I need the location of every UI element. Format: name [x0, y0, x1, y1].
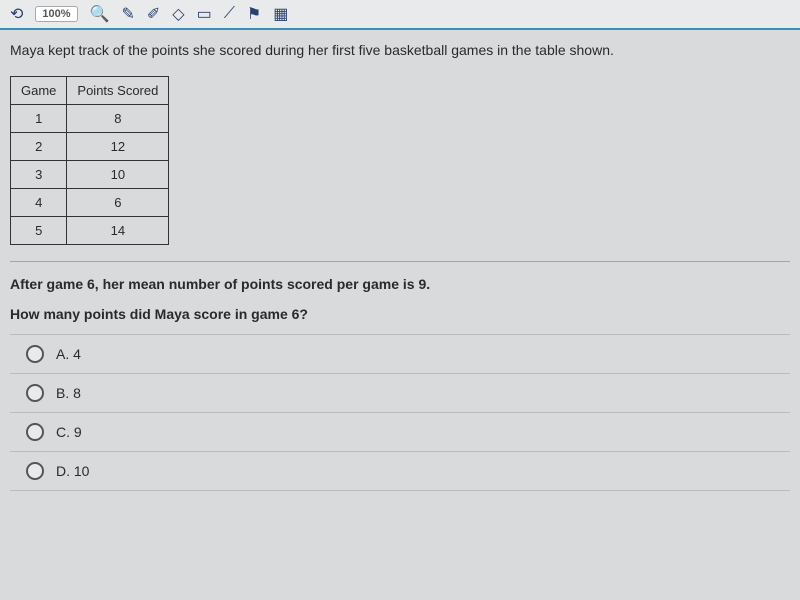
cell-points: 10	[67, 161, 169, 189]
pen-icon[interactable]: ✎	[121, 4, 134, 24]
cell-game: 4	[11, 189, 67, 217]
question-content: Maya kept track of the points she scored…	[0, 30, 800, 503]
cell-points: 14	[67, 217, 169, 245]
col-header-points: Points Scored	[67, 77, 169, 105]
option-b[interactable]: B. 8	[10, 374, 790, 413]
cell-game: 1	[11, 105, 67, 133]
table-row: 5 14	[11, 217, 169, 245]
radio-icon[interactable]	[26, 384, 44, 402]
option-d[interactable]: D. 10	[10, 452, 790, 491]
refresh-icon[interactable]: ⟲	[10, 4, 23, 24]
eraser-icon[interactable]: ◇	[172, 4, 184, 24]
option-label: A. 4	[56, 346, 81, 362]
cell-points: 8	[67, 105, 169, 133]
radio-icon[interactable]	[26, 423, 44, 441]
option-c[interactable]: C. 9	[10, 413, 790, 452]
highlighter-icon[interactable]: ✐	[147, 4, 160, 24]
option-a[interactable]: A. 4	[10, 335, 790, 374]
radio-icon[interactable]	[26, 345, 44, 363]
cell-points: 12	[67, 133, 169, 161]
cell-points: 6	[67, 189, 169, 217]
toolbar: ⟲ 100% 🔍 ✎ ✐ ◇ ▭ ⟋ ⚑ ▦	[0, 0, 800, 30]
table-row: 2 12	[11, 133, 169, 161]
option-label: C. 9	[56, 424, 82, 440]
points-table: Game Points Scored 1 8 2 12 3 10 4 6 5	[10, 76, 169, 245]
zoom-level[interactable]: 100%	[35, 6, 77, 22]
search-icon[interactable]: 🔍	[90, 4, 110, 24]
calculator-icon[interactable]: ▦	[273, 4, 288, 24]
option-label: B. 8	[56, 385, 81, 401]
table-row: 1 8	[11, 105, 169, 133]
intro-text: Maya kept track of the points she scored…	[10, 42, 790, 58]
options-list: A. 4 B. 8 C. 9 D. 10	[10, 334, 790, 491]
cell-game: 5	[11, 217, 67, 245]
col-header-game: Game	[11, 77, 67, 105]
divider	[10, 261, 790, 262]
radio-icon[interactable]	[26, 462, 44, 480]
after-text: After game 6, her mean number of points …	[10, 276, 790, 292]
table-row: 3 10	[11, 161, 169, 189]
flag-icon[interactable]: ⚑	[247, 4, 261, 24]
question-text: How many points did Maya score in game 6…	[10, 306, 790, 322]
cell-game: 2	[11, 133, 67, 161]
table-row: 4 6	[11, 189, 169, 217]
bookmark-icon[interactable]: ⟋	[224, 5, 235, 23]
option-label: D. 10	[56, 463, 89, 479]
note-icon[interactable]: ▭	[197, 4, 212, 24]
cell-game: 3	[11, 161, 67, 189]
